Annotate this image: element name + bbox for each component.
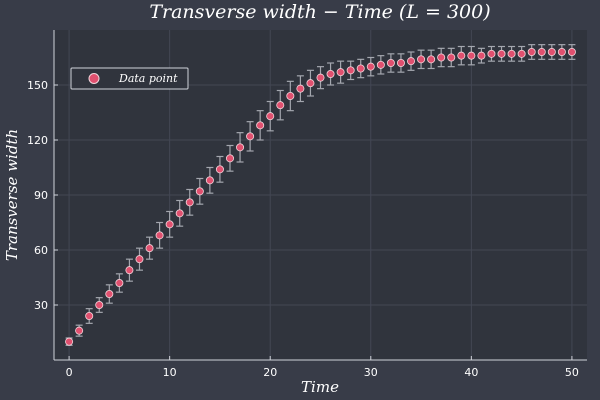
data-point-21	[276, 101, 285, 110]
data-point-28	[346, 66, 355, 75]
data-point-49	[557, 48, 566, 57]
legend-marker	[88, 73, 100, 84]
data-point-35	[417, 55, 426, 64]
data-point-25	[316, 73, 325, 82]
data-point-5	[115, 278, 124, 287]
data-point-42	[487, 49, 496, 58]
x-tick-label-2: 20	[263, 366, 277, 379]
data-point-13	[195, 187, 204, 196]
data-point-32	[386, 59, 395, 68]
data-point-48	[547, 48, 556, 57]
x-tick-label-3: 30	[364, 366, 378, 379]
data-point-36	[427, 55, 436, 64]
data-point-7	[135, 255, 144, 264]
data-point-6	[125, 266, 134, 275]
y-tick-labels: 30 60 90 120 150	[27, 79, 48, 312]
x-tick-label-0: 0	[66, 366, 73, 379]
data-point-41	[477, 51, 486, 60]
data-point-40	[467, 51, 476, 60]
data-point-3	[95, 300, 104, 309]
legend-box	[70, 67, 189, 90]
data-point-43	[497, 49, 506, 58]
data-point-15	[215, 165, 224, 174]
y-tick-label-3: 120	[27, 134, 48, 147]
data-point-1	[75, 326, 84, 335]
y-tick-label-0: 30	[34, 299, 48, 312]
data-point-10	[165, 220, 174, 229]
data-point-12	[185, 198, 194, 207]
data-point-38	[447, 53, 456, 62]
data-point-17	[236, 143, 245, 152]
data-point-26	[326, 70, 335, 79]
data-point-33	[396, 59, 405, 68]
y-tick-label-2: 90	[34, 189, 48, 202]
data-point-22	[286, 92, 295, 101]
y-tick-label-1: 60	[34, 244, 48, 257]
data-point-47	[537, 48, 546, 57]
data-point-16	[225, 154, 234, 163]
data-point-30	[366, 62, 375, 71]
axes	[53, 30, 587, 361]
x-axis-label: Time	[301, 378, 339, 396]
data-point-29	[356, 64, 365, 73]
data-point-11	[175, 209, 184, 218]
data-point-37	[437, 53, 446, 62]
data-point-24	[306, 79, 315, 88]
data-point-44	[507, 49, 516, 58]
y-tick-label-4: 150	[27, 79, 48, 92]
legend: Data point	[70, 67, 189, 90]
x-tick-label-1: 10	[163, 366, 177, 379]
data-point-8	[145, 244, 154, 253]
data-point-27	[336, 68, 345, 77]
x-tick-label-4: 40	[464, 366, 478, 379]
y-axis-label: Transverse width	[3, 129, 21, 261]
data-point-50	[567, 48, 576, 57]
data-point-9	[155, 231, 164, 240]
data-point-2	[85, 311, 94, 320]
data-point-18	[246, 132, 255, 141]
data-point-4	[105, 289, 114, 298]
data-point-0	[65, 337, 74, 346]
chart-title: Transverse width − Time (L = 300)	[149, 1, 490, 23]
data-points	[65, 48, 576, 346]
data-point-34	[407, 57, 416, 66]
data-point-46	[527, 48, 536, 57]
data-point-20	[266, 112, 275, 121]
legend-label: Data point	[118, 72, 178, 85]
data-point-19	[256, 121, 265, 130]
x-tick-label-5: 50	[565, 366, 579, 379]
x-tick-labels: 0 10 20 30 40 50	[66, 366, 579, 379]
data-point-31	[376, 60, 385, 69]
data-point-39	[457, 51, 466, 60]
data-point-45	[517, 49, 526, 58]
data-point-14	[205, 176, 214, 185]
data-point-23	[296, 84, 305, 93]
